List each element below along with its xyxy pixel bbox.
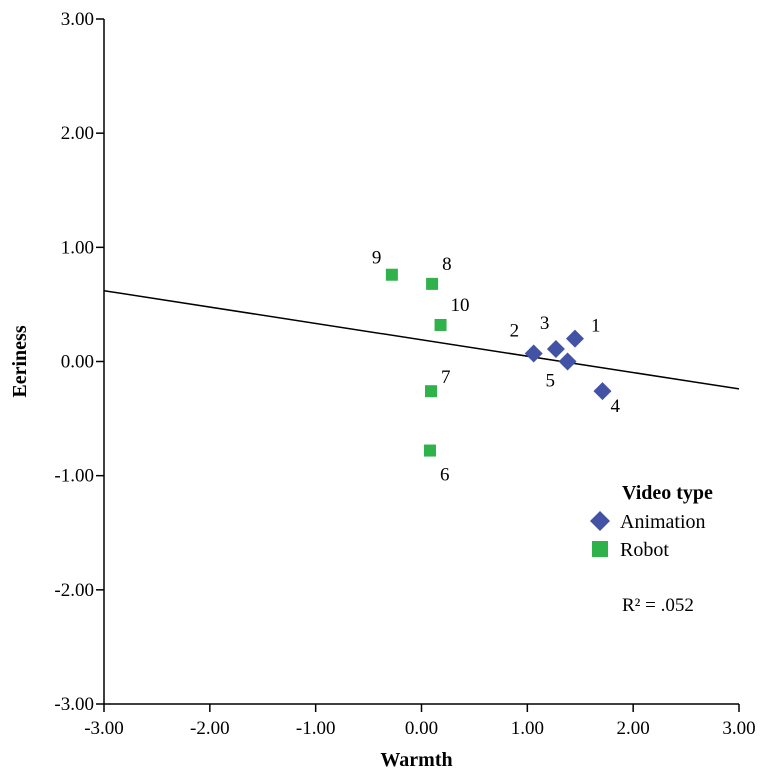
- y-axis-title: Eeriness: [9, 325, 31, 397]
- x-tick-label: -1.00: [296, 718, 336, 739]
- point-label: 10: [451, 295, 470, 316]
- point-label: 5: [546, 371, 556, 392]
- y-tick-label: -2.00: [54, 580, 94, 601]
- y-tick-label: -1.00: [54, 466, 94, 487]
- data-point-diamond: [558, 352, 577, 371]
- point-label: 4: [610, 396, 620, 417]
- legend: Video type Animation Robot: [590, 482, 713, 561]
- fit-line-layer: [103, 289, 740, 390]
- point-label: 3: [540, 313, 550, 334]
- data-point-diamond: [593, 382, 612, 401]
- x-tick-label: -3.00: [84, 718, 124, 739]
- point-label: 2: [510, 321, 520, 342]
- point-label: 7: [441, 367, 451, 388]
- point-label: 9: [372, 248, 382, 269]
- legend-item: Robot: [592, 539, 669, 561]
- ticks-layer: -3.00 -2.00 -1.00 0.00 1.00 2.00 3.00 -3.00 -2.0…: [54, 9, 755, 739]
- legend-label: Animation: [620, 511, 706, 533]
- y-tick-label: 0.00: [61, 352, 94, 373]
- legend-diamond-marker: [590, 511, 610, 531]
- y-tick-label: -3.00: [54, 694, 94, 715]
- regression-line: [103, 289, 740, 390]
- data-point-square: [426, 277, 439, 290]
- point-label: 1: [591, 316, 601, 337]
- data-point-square: [423, 444, 436, 457]
- x-tick-label: 3.00: [722, 718, 755, 739]
- x-tick-label: 1.00: [511, 718, 544, 739]
- x-tick-label: 2.00: [617, 718, 650, 739]
- r-squared-annotation: R² = .052: [622, 595, 694, 616]
- points-layer: [385, 268, 612, 457]
- data-point-diamond: [565, 329, 584, 348]
- point-label: 6: [440, 465, 450, 486]
- legend-title: Video type: [622, 482, 713, 504]
- y-tick-label: 1.00: [61, 237, 94, 258]
- legend-square-marker: [592, 541, 608, 557]
- data-point-diamond: [546, 339, 565, 358]
- point-label: 8: [442, 254, 452, 275]
- y-tick-label: 2.00: [61, 123, 94, 144]
- y-tick-label: 3.00: [61, 9, 94, 30]
- data-point-square: [425, 385, 438, 398]
- x-axis-title: Warmth: [380, 749, 452, 771]
- x-tick-label: 0.00: [405, 718, 438, 739]
- data-point-square: [385, 268, 398, 281]
- x-tick-label: -2.00: [190, 718, 230, 739]
- data-point-diamond: [524, 344, 543, 363]
- legend-item: Animation: [590, 511, 706, 533]
- legend-label: Robot: [620, 539, 669, 561]
- data-point-square: [434, 318, 447, 331]
